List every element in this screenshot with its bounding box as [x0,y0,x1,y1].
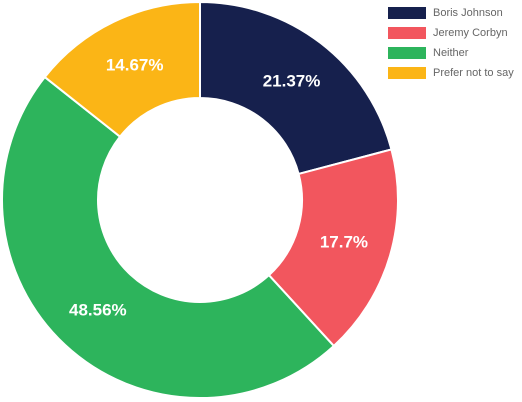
slice-value-label: 17.7% [320,233,368,252]
legend-label: Prefer not to say [433,66,514,79]
legend-swatch [388,26,426,39]
slice-prefer-not-to-say[interactable] [43,0,201,139]
legend-label: Boris Johnson [433,6,503,19]
chart-slice-labels: 21.37% 17.7% 48.56% 14.67% [69,55,368,319]
chart-legend: Boris Johnson Jeremy Corbyn Neither Pref… [388,6,514,86]
legend-item-prefer-not-to-say[interactable]: Prefer not to say [388,66,514,79]
slice-neither[interactable] [1,75,336,399]
slice-boris-johnson[interactable] [199,0,393,176]
legend-swatch [388,46,426,59]
chart-slices [1,0,399,399]
legend-item-boris-johnson[interactable]: Boris Johnson [388,6,514,19]
legend-item-neither[interactable]: Neither [388,46,514,59]
slice-jeremy-corbyn[interactable] [267,148,399,348]
slice-value-label: 48.56% [69,300,127,319]
slice-value-label: 21.37% [263,72,321,91]
legend-swatch [388,66,426,79]
slice-value-label: 14.67% [106,55,164,74]
legend-label: Jeremy Corbyn [433,26,508,39]
legend-item-jeremy-corbyn[interactable]: Jeremy Corbyn [388,26,514,39]
legend-label: Neither [433,46,469,59]
legend-swatch [388,6,426,19]
